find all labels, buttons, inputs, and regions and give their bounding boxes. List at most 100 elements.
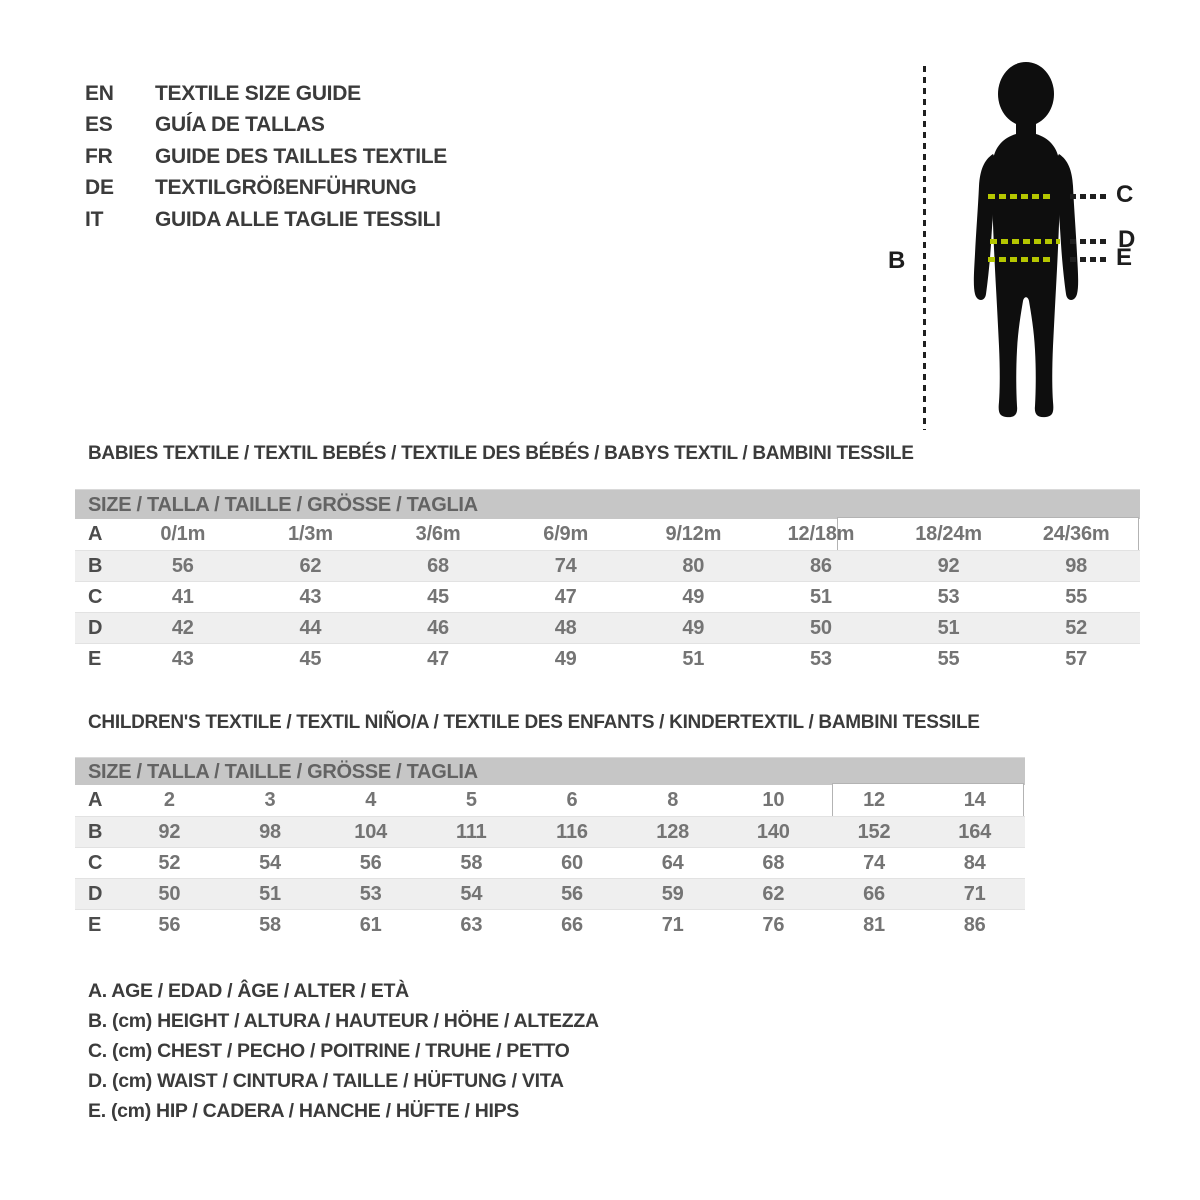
size-cell: 18/24m (915, 523, 982, 545)
size-cell: 111 (456, 821, 487, 843)
child-silhouette-icon (973, 62, 1079, 418)
size-cell: 49 (682, 586, 705, 608)
size-cell: 42 (171, 617, 194, 639)
row-label: B (88, 555, 103, 577)
hip-dash-on-body (988, 257, 1054, 262)
size-cell: 55 (1065, 586, 1088, 608)
size-cell: 66 (561, 914, 583, 936)
size-cell: 52 (1065, 617, 1088, 639)
size-cell: 68 (427, 555, 449, 577)
size-cell: 50 (810, 617, 832, 639)
language-label: GUIDE DES TAILLES TEXTILE (155, 144, 447, 168)
size-cell: 84 (963, 852, 986, 874)
waist-dash-on-body (990, 239, 1060, 244)
chest-dash-on-body (988, 194, 1052, 199)
size-cell: 5 (465, 789, 477, 811)
table-row-a: A 2 3 4 5 6 8 10 12 14 (75, 785, 1025, 816)
size-cell: 92 (158, 821, 181, 843)
legend-line: E. (cm) HIP / CADERA / HANCHE / HÜFTE / … (88, 1100, 520, 1122)
size-cell: 50 (158, 883, 181, 905)
language-code: ES (85, 113, 113, 137)
size-cell: 98 (1065, 555, 1088, 577)
size-cell: 80 (682, 555, 705, 577)
size-cell: 51 (259, 883, 281, 905)
row-label: D (88, 883, 103, 905)
table-row-a: A 0/1m 1/3m 3/6m 6/9m 9/12m 12/18m 18/24m 24/36m (75, 519, 1140, 550)
size-cell: 52 (158, 852, 181, 874)
legend-line: B. (cm) HEIGHT / ALTURA / HAUTEUR / HÖHE… (88, 1010, 599, 1032)
size-cell: 0/1m (160, 523, 206, 545)
size-cell: 66 (863, 883, 885, 905)
size-cell: 44 (299, 617, 322, 639)
language-label: TEXTILE SIZE GUIDE (155, 81, 361, 105)
size-cell: 68 (762, 852, 785, 874)
size-cell: 128 (656, 821, 690, 843)
size-cell: 45 (427, 586, 449, 608)
size-cell: 49 (554, 648, 577, 670)
size-cell: 51 (810, 586, 832, 608)
size-cell: 43 (299, 586, 322, 608)
size-cell: 57 (1065, 648, 1088, 670)
language-code: IT (85, 207, 104, 231)
size-cell: 43 (171, 648, 194, 670)
size-cell: 98 (259, 821, 281, 843)
measure-label-d: D (1118, 226, 1136, 253)
size-cell: 54 (460, 883, 483, 905)
size-cell: 74 (554, 555, 577, 577)
size-cell: 12 (863, 789, 885, 811)
size-cell: 24/36m (1042, 523, 1110, 545)
legend-line: A. AGE / EDAD / ÂGE / ALTER / ETÀ (88, 980, 409, 1002)
babies-section: BABIES TEXTILE / TEXTIL BEBÉS / TEXTILE … (75, 443, 1140, 674)
size-cell: 62 (762, 883, 785, 905)
size-cell: 14 (963, 789, 986, 811)
size-cell: 12/18m (787, 523, 855, 545)
language-row: FR GUIDE DES TAILLES TEXTILE (85, 141, 447, 173)
measurement-legend: A. AGE / EDAD / ÂGE / ALTER / ETÀ B. (cm)… (88, 976, 599, 1126)
size-cell: 45 (299, 648, 322, 670)
size-cell: 56 (171, 555, 194, 577)
size-cell: 47 (554, 586, 577, 608)
language-row: IT GUIDA ALLE TAGLIE TESSILI (85, 204, 447, 236)
language-code: DE (85, 176, 114, 200)
size-cell: 56 (561, 883, 583, 905)
row-label: E (88, 914, 102, 936)
size-cell: 61 (359, 914, 382, 936)
babies-rows: A 0/1m 1/3m 3/6m 6/9m 9/12m 12/18m 18/24m 24/36m… (75, 519, 1140, 674)
language-row: EN TEXTILE SIZE GUIDE (85, 78, 447, 110)
language-list: EN TEXTILE SIZE GUIDE ES GUÍA DE TALLAS FR GU… (85, 78, 447, 236)
children-size-table: SIZE / TALLA / TAILLE / GRÖSSE / TAGLIA … (75, 757, 1025, 940)
size-cell: 59 (661, 883, 684, 905)
table-row-c: C 41 43 45 47 49 51 53 55 (75, 581, 1140, 612)
size-cell: 41 (171, 586, 194, 608)
language-label: GUIDA ALLE TAGLIE TESSILI (155, 207, 441, 231)
language-label: TEXTILGRÖßENFÜHRUNG (155, 176, 417, 200)
table-row-b: B 92 98 104 111 116 128 140 152 164 (75, 816, 1025, 847)
size-cell: 51 (937, 617, 960, 639)
legend-line: C. (cm) CHEST / PECHO / POITRINE / TRUHE… (88, 1040, 570, 1062)
size-cell: 3/6m (415, 523, 461, 545)
row-label: C (88, 586, 103, 608)
row-label: A (88, 789, 103, 811)
size-cell: 2 (163, 789, 175, 811)
size-cell: 9/12m (665, 523, 722, 545)
size-cell: 71 (963, 883, 986, 905)
size-cell: 51 (682, 648, 705, 670)
size-cell: 116 (556, 821, 588, 843)
size-cell: 8 (667, 789, 679, 811)
babies-selection-box (837, 517, 1139, 552)
waist-dash-leader (1070, 239, 1106, 244)
size-cell: 53 (810, 648, 832, 670)
measure-label-c: C (1116, 181, 1134, 208)
size-cell: 6/9m (543, 523, 589, 545)
row-label: D (88, 617, 103, 639)
size-cell: 56 (158, 914, 181, 936)
size-cell: 92 (937, 555, 960, 577)
size-cell: 47 (427, 648, 449, 670)
hip-dash-leader (1070, 257, 1106, 262)
row-label: E (88, 648, 102, 670)
size-cell: 54 (259, 852, 281, 874)
table-row-e: E 56 58 61 63 66 71 76 81 86 (75, 909, 1025, 940)
size-cell: 140 (756, 821, 790, 843)
size-cell: 3 (264, 789, 276, 811)
